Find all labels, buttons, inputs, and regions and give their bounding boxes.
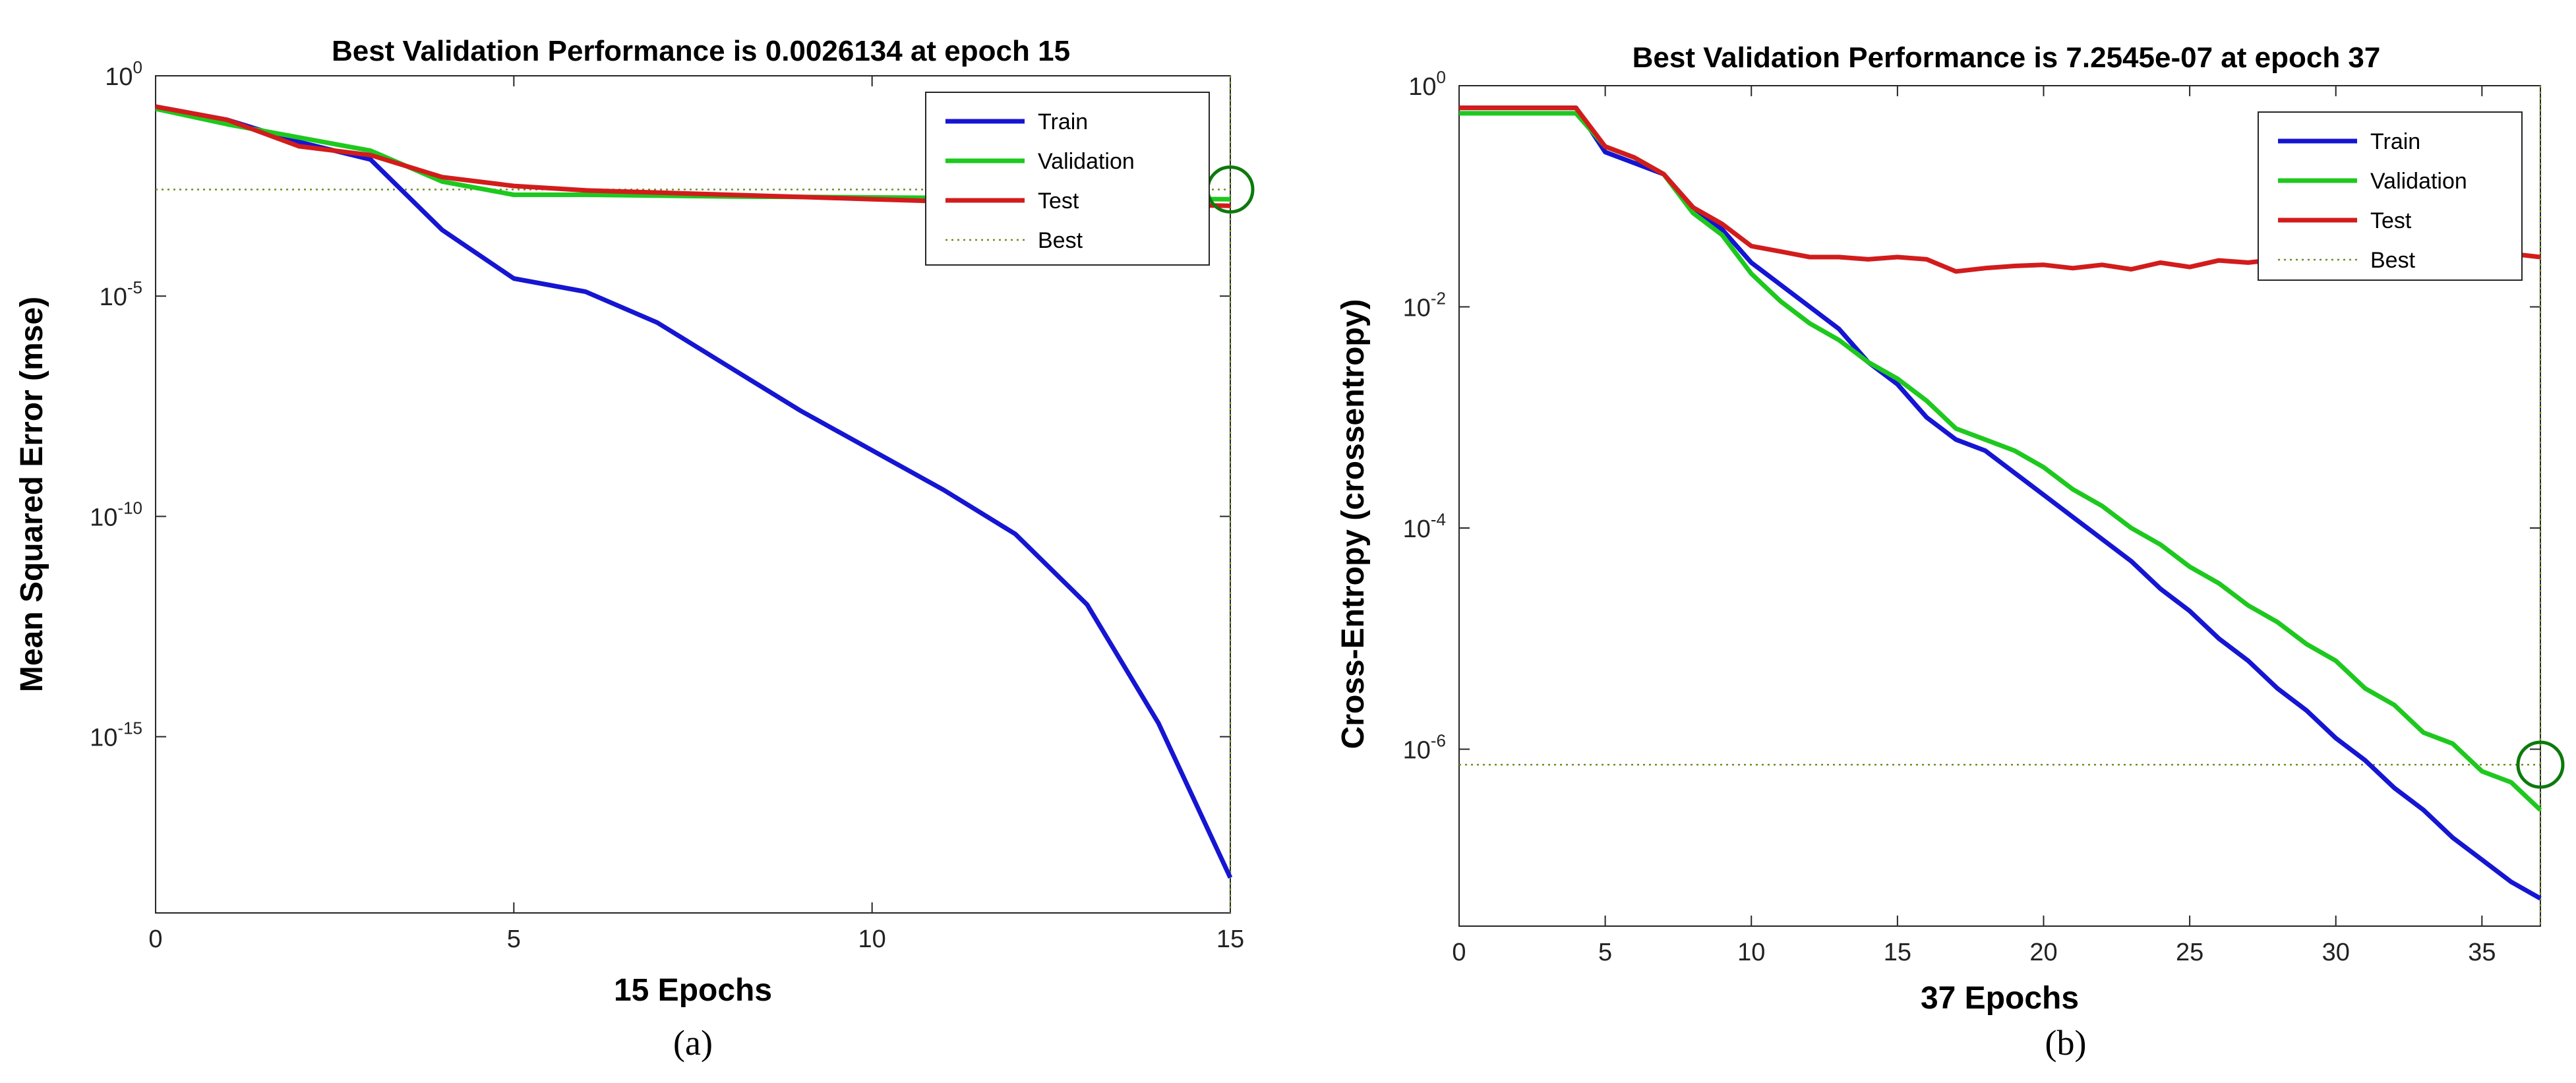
y-tick-exponent: 0	[133, 57, 142, 77]
y-tick-label: 10-4	[1403, 510, 1446, 543]
y-tick-label: 10-10	[90, 498, 142, 531]
x-tick-label: 20	[2029, 939, 2057, 966]
chart-b-title: Best Validation Performance is 7.2545e-0…	[1632, 42, 2381, 74]
x-tick-label: 5	[507, 925, 521, 953]
y-tick-base: 10	[1408, 73, 1436, 101]
y-tick-base: 10	[90, 724, 117, 752]
y-tick-base: 10	[1403, 295, 1431, 322]
y-tick-label: 10-2	[1403, 289, 1446, 322]
chart-a-xlabel: 15 Epochs	[614, 973, 772, 1008]
y-tick-base: 10	[1403, 515, 1431, 543]
y-tick-base: 10	[1403, 737, 1431, 765]
chart-a-title: Best Validation Performance is 0.0026134…	[332, 35, 1070, 67]
series-line-train	[1459, 105, 2542, 901]
x-tick-label: 15	[1884, 939, 1911, 966]
y-tick-exponent: -5	[127, 278, 142, 297]
y-tick-exponent: -6	[1431, 731, 1446, 751]
y-tick-exponent: -4	[1431, 510, 1446, 529]
legend-label-test: Test	[1038, 189, 1079, 214]
y-tick-exponent: 0	[1437, 67, 1446, 87]
chart-panel-a: Best Validation Performance is 0.0026134…	[0, 0, 1279, 1083]
chart-b-caption: (b)	[2045, 1023, 2087, 1063]
legend-label-test: Test	[2370, 208, 2412, 233]
y-tick-label: 10-15	[90, 718, 142, 752]
x-tick-label: 30	[2322, 939, 2350, 966]
legend-label-train: Train	[2370, 129, 2420, 154]
y-tick-base: 10	[90, 504, 117, 531]
x-tick-label: 0	[148, 925, 162, 953]
x-tick-label: 0	[1452, 939, 1466, 966]
legend-label-best: Best	[1038, 228, 1083, 253]
x-tick-label: 10	[1737, 939, 1765, 966]
y-tick-exponent: -2	[1431, 289, 1446, 308]
y-tick-label: 100	[105, 57, 142, 91]
chart-b-legend: Train Validation Test Best	[2258, 111, 2523, 281]
chart-a-legend: Train Validation Test Best	[925, 92, 1210, 266]
y-tick-label: 10-5	[100, 278, 142, 311]
chart-b-plot-area	[1458, 85, 2541, 927]
y-tick-base: 10	[100, 283, 127, 311]
x-tick-label: 5	[1598, 939, 1612, 966]
y-tick-exponent: -10	[117, 498, 142, 517]
chart-a-ylabel: Mean Squared Error (mse)	[15, 297, 49, 692]
chart-a-caption: (a)	[673, 1023, 713, 1063]
legend-label-validation: Validation	[2370, 169, 2467, 194]
chart-panel-b: Best Validation Performance is 7.2545e-0…	[1336, 42, 2565, 1063]
chart-a-plot-area	[155, 75, 1231, 914]
chart-b-xlabel: 37 Epochs	[1921, 981, 2079, 1016]
chart-b-ylabel: Cross-Entropy (crossentropy)	[1336, 299, 1371, 749]
legend-label-train: Train	[1038, 109, 1088, 134]
x-tick-label: 10	[858, 925, 886, 953]
x-tick-label: 15	[1216, 925, 1244, 953]
y-tick-label: 100	[1408, 67, 1446, 101]
best-point-marker	[2516, 740, 2565, 789]
x-tick-label: 25	[2176, 939, 2203, 966]
x-tick-label: 35	[2468, 939, 2496, 966]
y-tick-base: 10	[105, 63, 133, 91]
y-tick-label: 10-6	[1403, 731, 1446, 765]
legend-label-validation: Validation	[1038, 149, 1135, 174]
y-tick-exponent: -15	[117, 718, 142, 738]
legend-label-best: Best	[2370, 248, 2416, 273]
